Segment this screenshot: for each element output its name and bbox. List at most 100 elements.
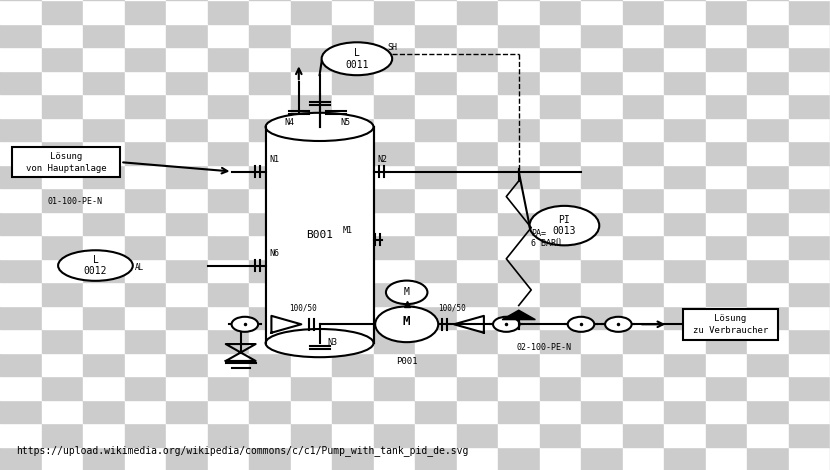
- Bar: [457, 212, 498, 235]
- Bar: [83, 212, 124, 235]
- Bar: [498, 400, 540, 423]
- Bar: [124, 352, 166, 376]
- Bar: [266, 127, 374, 343]
- Bar: [0, 282, 42, 306]
- Bar: [498, 282, 540, 306]
- Bar: [706, 235, 747, 258]
- Bar: [208, 118, 249, 141]
- Bar: [457, 141, 498, 164]
- FancyBboxPatch shape: [12, 147, 120, 178]
- Bar: [747, 306, 788, 329]
- Bar: [0, 70, 42, 94]
- Bar: [581, 164, 622, 188]
- Bar: [540, 329, 581, 352]
- Text: N2: N2: [378, 156, 388, 164]
- Bar: [332, 70, 374, 94]
- Bar: [290, 376, 332, 399]
- Bar: [540, 282, 581, 306]
- Bar: [374, 70, 415, 94]
- Bar: [166, 47, 208, 70]
- Bar: [0, 329, 42, 352]
- Bar: [540, 352, 581, 376]
- Bar: [42, 24, 83, 47]
- Text: PI: PI: [559, 215, 570, 225]
- Bar: [622, 258, 664, 282]
- Bar: [788, 47, 830, 70]
- Bar: [166, 94, 208, 118]
- Bar: [747, 164, 788, 188]
- Circle shape: [386, 281, 427, 304]
- Bar: [124, 400, 166, 423]
- Bar: [374, 446, 415, 470]
- Bar: [706, 446, 747, 470]
- Bar: [415, 352, 457, 376]
- Bar: [374, 118, 415, 141]
- Bar: [664, 329, 706, 352]
- Bar: [332, 141, 374, 164]
- Bar: [788, 352, 830, 376]
- Bar: [581, 94, 622, 118]
- Bar: [124, 212, 166, 235]
- Bar: [747, 376, 788, 399]
- Bar: [747, 329, 788, 352]
- Bar: [622, 212, 664, 235]
- Bar: [498, 188, 540, 212]
- Bar: [83, 0, 124, 24]
- Ellipse shape: [58, 251, 133, 281]
- Text: 100/50: 100/50: [438, 304, 466, 313]
- Bar: [706, 188, 747, 212]
- Bar: [166, 400, 208, 423]
- Bar: [788, 164, 830, 188]
- Bar: [332, 94, 374, 118]
- Bar: [664, 0, 706, 24]
- Bar: [42, 141, 83, 164]
- Bar: [249, 400, 290, 423]
- Bar: [0, 446, 42, 470]
- Bar: [249, 306, 290, 329]
- Bar: [706, 118, 747, 141]
- Bar: [332, 47, 374, 70]
- Bar: [208, 47, 249, 70]
- Bar: [83, 258, 124, 282]
- Bar: [415, 141, 457, 164]
- Bar: [290, 258, 332, 282]
- Bar: [788, 24, 830, 47]
- Bar: [0, 188, 42, 212]
- Bar: [290, 446, 332, 470]
- Bar: [42, 212, 83, 235]
- Ellipse shape: [321, 42, 393, 75]
- Ellipse shape: [266, 113, 374, 141]
- FancyBboxPatch shape: [682, 309, 779, 339]
- Bar: [83, 164, 124, 188]
- Bar: [374, 0, 415, 24]
- Bar: [581, 235, 622, 258]
- Bar: [332, 376, 374, 399]
- Bar: [581, 212, 622, 235]
- Bar: [788, 118, 830, 141]
- Bar: [540, 24, 581, 47]
- Bar: [415, 94, 457, 118]
- Bar: [166, 141, 208, 164]
- Bar: [747, 282, 788, 306]
- Bar: [208, 212, 249, 235]
- Bar: [581, 70, 622, 94]
- Bar: [540, 118, 581, 141]
- Bar: [290, 118, 332, 141]
- Bar: [498, 352, 540, 376]
- Bar: [83, 118, 124, 141]
- Bar: [706, 164, 747, 188]
- Bar: [0, 164, 42, 188]
- Bar: [249, 188, 290, 212]
- Bar: [581, 282, 622, 306]
- Bar: [124, 47, 166, 70]
- Bar: [706, 47, 747, 70]
- Bar: [498, 446, 540, 470]
- Text: Lösung: Lösung: [51, 152, 82, 161]
- Bar: [457, 446, 498, 470]
- Bar: [332, 400, 374, 423]
- Bar: [788, 141, 830, 164]
- Bar: [622, 70, 664, 94]
- Bar: [249, 282, 290, 306]
- Bar: [706, 70, 747, 94]
- Bar: [166, 24, 208, 47]
